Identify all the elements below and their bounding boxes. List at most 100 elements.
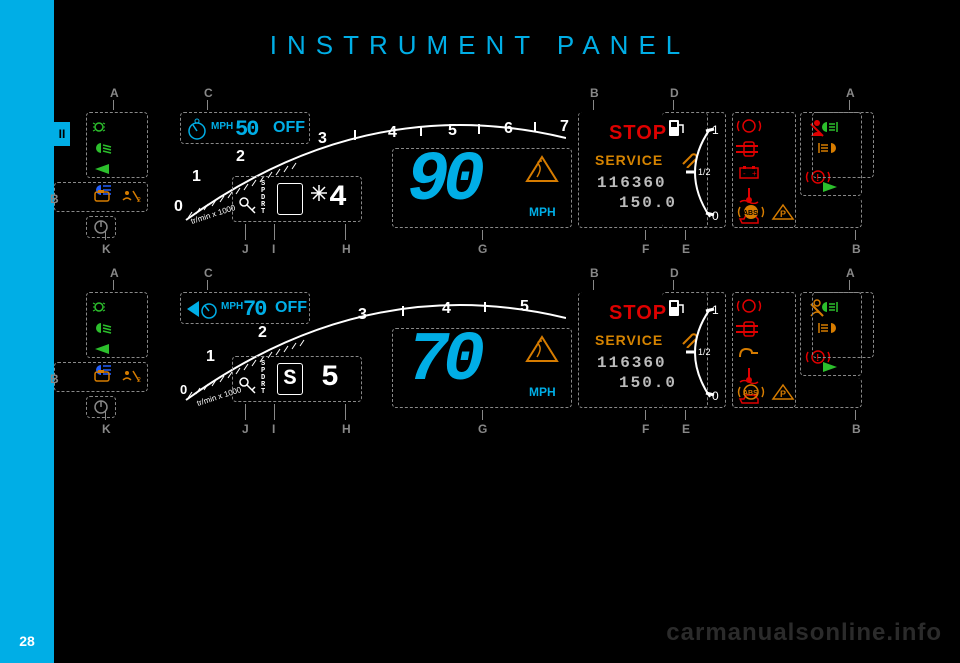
indicator-block-left-b: 2 [54, 362, 148, 392]
gear-sport-block: S P D R T S 5 [232, 356, 362, 402]
tick [855, 230, 856, 240]
turn-signal-right-icon [817, 362, 841, 379]
rheostat-block [86, 396, 116, 418]
turn-signal-left-icon [91, 164, 115, 181]
tick [855, 410, 856, 420]
sidelights-icon [91, 302, 115, 319]
label-B-top: B [590, 86, 599, 100]
fuel-empty: 0 [712, 209, 719, 223]
label-F: F [642, 242, 649, 256]
left-column [0, 0, 54, 663]
speed-value: 90 [407, 147, 479, 217]
tick [685, 410, 686, 420]
door-open-icon [736, 325, 762, 342]
watermark: carmanualsonline.info [666, 619, 942, 647]
label-J: J [242, 242, 249, 256]
gear-temp-block: S P D R T 4 [232, 176, 362, 222]
handbrake-icon: P [769, 388, 797, 405]
speed-unit: MPH [529, 385, 556, 399]
slip-warning-icon [525, 155, 559, 185]
label-D: D [670, 266, 679, 280]
indicator-block-left [86, 292, 148, 358]
odometer: 116360 [597, 174, 667, 192]
ambient-temp: 4 [329, 181, 347, 215]
speed-value: 70 [407, 327, 479, 397]
tick [482, 230, 483, 240]
tick [482, 410, 483, 420]
svg-text:+: + [752, 169, 757, 178]
label-J: J [242, 422, 249, 436]
label-K: K [102, 422, 111, 436]
gear-number: 5 [321, 361, 339, 395]
sidelights-icon [91, 122, 115, 139]
label-H: H [342, 242, 351, 256]
label-A-left: A [110, 86, 119, 100]
fuel-block: 1 1/2 0 [662, 292, 726, 408]
stop-text: STOP [609, 122, 667, 145]
abs-icon: ABS [737, 388, 765, 405]
tach-1: 1 [192, 168, 201, 186]
tick [274, 224, 275, 240]
label-B-left: B [50, 192, 59, 206]
label-B-bottom: B [852, 242, 861, 256]
label-H: H [342, 422, 351, 436]
engine-mil-icon [91, 191, 115, 208]
tick [673, 280, 674, 290]
label-G: G [478, 242, 487, 256]
svg-text:P: P [780, 209, 786, 219]
dipped-beam-icon [91, 143, 115, 160]
svg-text:2: 2 [137, 377, 141, 384]
dipped-beam-icon [91, 323, 115, 340]
rheostat-block [86, 216, 116, 238]
fuel-empty: 0 [712, 389, 719, 403]
indicator-block-right [812, 292, 874, 358]
front-fog-icon [817, 302, 841, 319]
gear-letters: S P D R T [261, 181, 265, 216]
gear-letters: S P D R T [261, 361, 265, 396]
label-C: C [204, 86, 213, 100]
label-A-right: A [846, 86, 855, 100]
svg-text:ABS: ABS [743, 390, 758, 397]
svg-text:ABS: ABS [743, 210, 758, 217]
rear-fog-icon [817, 323, 841, 340]
label-G: G [478, 422, 487, 436]
tick [207, 100, 208, 110]
tach-4: 4 [388, 124, 397, 142]
gear-sport: S [277, 363, 303, 395]
fuel-block: 1 1/2 0 [662, 112, 726, 228]
tick [113, 280, 114, 290]
tick [484, 302, 486, 312]
tick [274, 404, 275, 420]
front-fog-icon [817, 122, 841, 139]
tick [113, 100, 114, 110]
tach-2: 2 [258, 324, 267, 342]
label-B-left: B [50, 372, 59, 386]
turn-signal-right-icon [817, 182, 841, 199]
stop-text: STOP [609, 302, 667, 325]
tick [593, 280, 594, 290]
tach-3: 3 [318, 130, 327, 148]
key-icon [237, 375, 259, 397]
tick [345, 404, 346, 420]
odometer: 116360 [597, 354, 667, 372]
key-icon [237, 195, 259, 217]
handbrake-icon: P [769, 208, 797, 225]
tach-5: 5 [520, 298, 529, 316]
tick [645, 230, 646, 240]
label-K: K [102, 242, 111, 256]
tick [849, 280, 850, 290]
speed-unit: MPH [529, 205, 556, 219]
tick [685, 230, 686, 240]
tach-3: 3 [358, 306, 367, 324]
tick [593, 100, 594, 110]
page-number: 28 [0, 633, 54, 649]
tick [402, 306, 404, 316]
tick [105, 230, 106, 240]
airbag-off-icon: 2 [119, 371, 143, 388]
tick [354, 130, 356, 140]
tach-5: 5 [448, 122, 457, 140]
label-C: C [204, 266, 213, 280]
fuel-half: 1/2 [698, 167, 711, 177]
tick [534, 122, 536, 132]
tick [849, 100, 850, 110]
